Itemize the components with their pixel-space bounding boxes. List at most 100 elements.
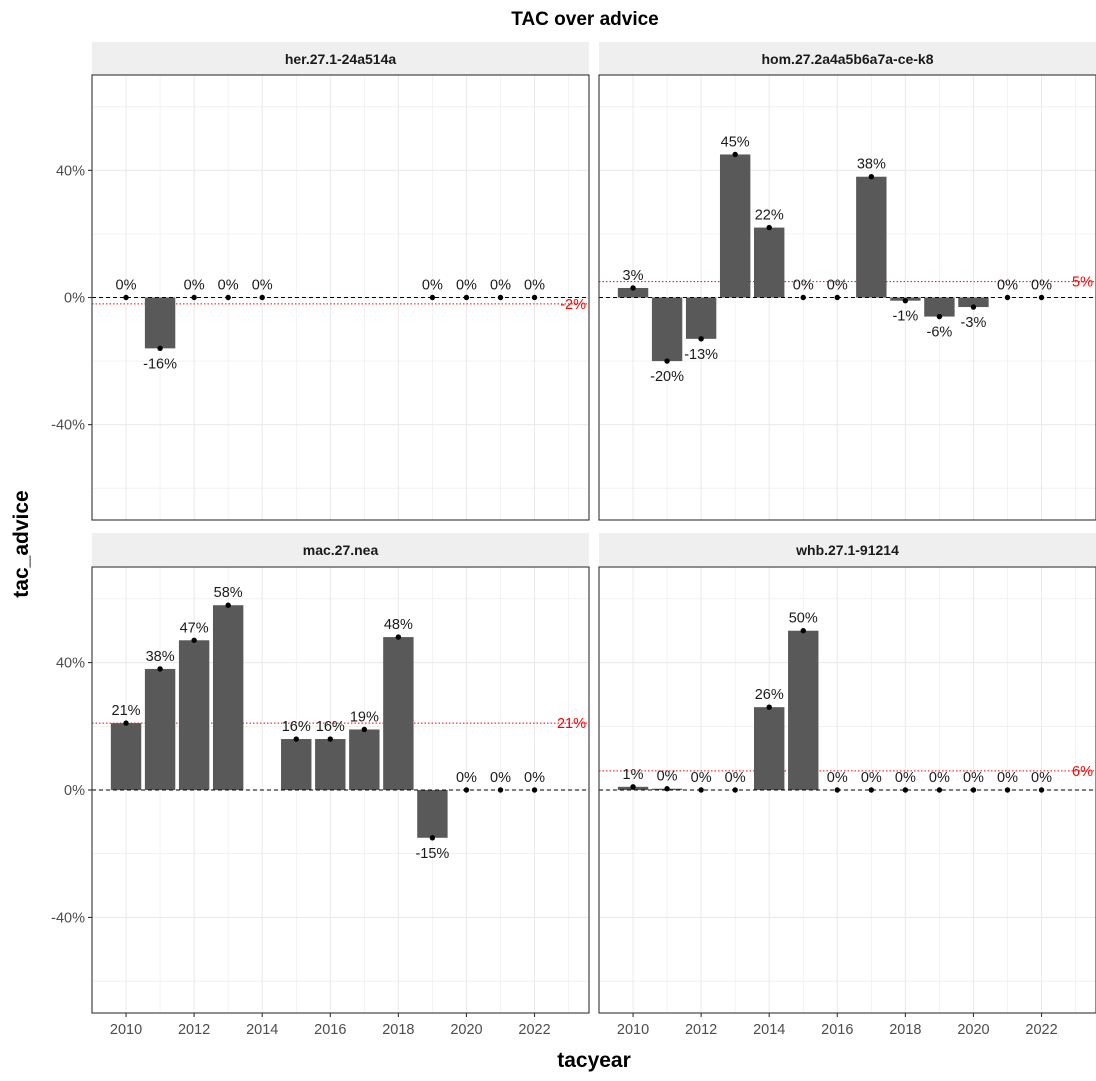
value-label-2015: 50% (789, 611, 818, 627)
point-2022 (1038, 294, 1045, 301)
point-2014 (259, 294, 265, 301)
x-tick-label: 2016 (314, 1022, 346, 1038)
bar-2019 (924, 297, 955, 317)
point-2011 (157, 345, 163, 352)
point-2013 (732, 787, 738, 793)
point-2019 (429, 294, 436, 301)
bar-2017 (856, 176, 887, 298)
value-label-2019: 0% (929, 770, 950, 786)
value-label-2016: 16% (316, 719, 345, 735)
mean-label: -2% (560, 297, 586, 313)
value-label-2013: 0% (218, 278, 239, 294)
point-2019 (429, 835, 436, 841)
point-2013 (225, 602, 231, 608)
x-tick-label: 2022 (1025, 1022, 1057, 1038)
point-2022 (1038, 787, 1045, 793)
panel-strip-label: mac.27.nea (303, 542, 379, 558)
point-2012 (698, 336, 704, 342)
x-tick-label: 2014 (246, 1022, 278, 1038)
x-tick-label: 2020 (450, 1022, 482, 1038)
point-2017 (868, 174, 875, 180)
value-label-2020: 0% (456, 770, 477, 786)
bar-2010 (617, 287, 649, 298)
bar-2015 (281, 739, 312, 790)
bar-2011 (144, 668, 176, 790)
panel-strip-label: whb.27.1-91214 (795, 542, 899, 558)
panel-strip (599, 42, 1096, 75)
mean-label: 5% (1072, 275, 1093, 291)
value-label-2022: 0% (1031, 278, 1052, 294)
value-label-2014: 22% (755, 208, 784, 224)
panel-strip (92, 533, 589, 566)
value-label-2021: 0% (490, 770, 511, 786)
point-2015 (293, 736, 299, 742)
value-label-2014: 26% (755, 687, 784, 703)
point-2011 (664, 358, 670, 364)
value-label-2010: 0% (116, 278, 137, 294)
point-2022 (531, 294, 538, 301)
x-tick-label: 2018 (382, 1022, 414, 1038)
value-label-2022: 0% (1031, 770, 1052, 786)
point-2021 (1004, 787, 1011, 793)
panel-1: her.27.1-24a514a 0% -16% 0% 0% 0% 0% 0% 0% 0% -2% -… (51, 42, 590, 521)
point-2020 (463, 294, 470, 301)
point-2012 (698, 787, 704, 793)
value-label-2011: -20% (650, 369, 684, 385)
point-2020 (970, 304, 977, 310)
value-label-2022: 0% (524, 770, 545, 786)
bar-2014 (754, 707, 785, 790)
value-label-2010: 3% (623, 268, 644, 284)
value-label-2020: 0% (456, 278, 477, 294)
y-tick-label: 40% (56, 656, 85, 672)
value-label-2021: 0% (997, 278, 1018, 294)
point-2015 (800, 294, 806, 301)
bar-2011 (144, 297, 176, 349)
point-2010 (630, 784, 636, 790)
x-tick-label: 2012 (685, 1022, 717, 1038)
value-label-2017: 19% (350, 709, 379, 725)
value-label-2011: 38% (146, 649, 175, 665)
x-tick-label: 2010 (617, 1022, 649, 1038)
point-2014 (766, 224, 772, 231)
panel-strip (599, 533, 1096, 566)
y-tick-label: 40% (56, 163, 85, 179)
panels-layer: her.27.1-24a514a 0% -16% 0% 0% 0% 0% 0% 0% 0% -2% -… (51, 42, 1096, 1038)
point-2016 (834, 787, 840, 793)
value-label-2017: 38% (857, 157, 886, 173)
bar-2017 (349, 729, 380, 790)
point-2018 (902, 297, 909, 304)
panel-strip-label: her.27.1-24a514a (285, 51, 397, 67)
point-2012 (191, 637, 197, 643)
bar-2020 (958, 297, 989, 308)
point-2021 (497, 294, 504, 301)
value-label-2014: 0% (252, 278, 273, 294)
value-label-2013: 58% (214, 585, 243, 601)
value-label-2010: 21% (112, 703, 141, 719)
value-label-2012: -13% (684, 347, 718, 363)
point-2020 (463, 787, 470, 793)
value-label-2018: -1% (892, 309, 918, 325)
value-label-2016: 0% (827, 278, 848, 294)
x-tick-label: 2022 (518, 1022, 550, 1038)
panel-3: mac.27.nea 21% 38% 47% 58% 16% 16% 19% 48% -15% 0%… (51, 533, 590, 1038)
point-2019 (936, 313, 943, 320)
value-label-2011: -16% (143, 356, 177, 372)
bar-2010 (110, 723, 142, 790)
point-2011 (664, 786, 670, 792)
value-label-2022: 0% (524, 278, 545, 294)
panel-strip-label: hom.27.2a4a5b6a7a-ce-k8 (762, 51, 934, 67)
point-2011 (157, 666, 163, 672)
point-2022 (531, 787, 538, 793)
value-label-2017: 0% (861, 770, 882, 786)
value-label-2020: -3% (961, 315, 987, 331)
value-label-2015: 0% (793, 278, 814, 294)
x-tick-label: 2012 (178, 1022, 210, 1038)
point-2016 (327, 736, 333, 742)
point-2010 (123, 720, 129, 726)
value-label-2019: 0% (422, 278, 443, 294)
point-2017 (361, 726, 368, 733)
value-label-2019: -15% (415, 846, 449, 862)
bar-2013 (212, 605, 244, 790)
point-2015 (800, 628, 806, 634)
bar-2019 (417, 790, 448, 838)
